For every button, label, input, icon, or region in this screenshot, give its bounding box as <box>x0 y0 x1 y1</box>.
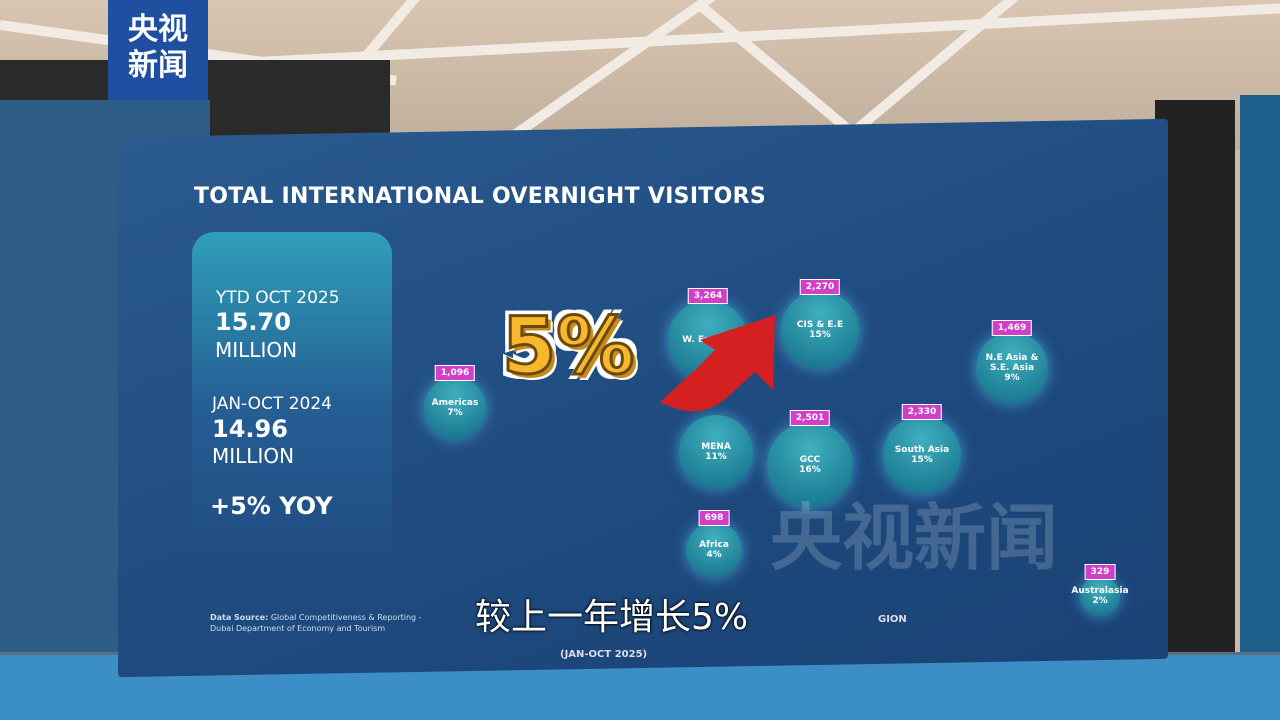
region-value-tag: 3,264 <box>687 288 729 304</box>
region-share: 9% <box>1004 373 1020 383</box>
region-share: 11% <box>705 452 727 462</box>
ytd-value: 15.70 <box>215 308 291 336</box>
caption-right: GION <box>878 614 907 625</box>
watermark: 央视新闻 <box>770 496 1059 580</box>
up-arrow-icon <box>660 315 775 412</box>
region-name: Australasia <box>1071 586 1129 596</box>
prev-unit: MILLION <box>212 444 295 468</box>
region-name: Americas <box>431 398 479 408</box>
region-bubble: Americas 7% <box>424 377 486 439</box>
region-value-tag: 2,270 <box>799 279 841 295</box>
region-value-tag: 2,501 <box>789 410 831 426</box>
slide-title: TOTAL INTERNATIONAL OVERNIGHT VISITORS <box>194 184 767 209</box>
region-name: MENA <box>701 442 731 452</box>
region-name: South Asia <box>894 445 950 455</box>
big-percent-overlay: 5% <box>500 302 635 392</box>
prev-value: 14.96 <box>212 415 288 443</box>
stats-panel <box>192 232 392 572</box>
region-share: 15% <box>911 455 933 465</box>
region-bubble: CIS & E.E 15% <box>781 291 859 369</box>
region-share: 4% <box>706 550 722 560</box>
region-name: N.E Asia & S.E. Asia <box>985 353 1039 373</box>
region-name: Africa <box>699 540 729 550</box>
region-share: 7% <box>447 408 463 418</box>
region-value-tag: 1,469 <box>991 320 1033 336</box>
speaker <box>1155 100 1235 690</box>
ytd-label: YTD OCT 2025 <box>216 288 340 308</box>
region-value-tag: 698 <box>698 510 730 526</box>
caption-left: (JAN-OCT 2025) <box>560 649 648 660</box>
source-text: Global Competitiveness & Reporting - Dub… <box>210 613 422 633</box>
subtitle: 较上一年增长5% <box>475 597 749 638</box>
region-share: 2% <box>1092 596 1108 606</box>
region-name: CIS & E.E <box>796 320 844 330</box>
region-bubble: Australasia 2% <box>1071 576 1129 616</box>
region-name: GCC <box>799 455 821 465</box>
region-value-tag: 2,330 <box>901 404 943 420</box>
region-share: 16% <box>799 465 821 475</box>
region-bubble: GCC 16% <box>767 422 853 508</box>
cctv-news-logo: 央视 新闻 <box>108 0 208 100</box>
ytd-unit: MILLION <box>215 338 298 362</box>
yoy-growth: +5% YOY <box>210 492 333 520</box>
region-value-tag: 1,096 <box>434 365 476 381</box>
region-bubble: South Asia 15% <box>883 416 961 494</box>
region-share: 15% <box>809 330 831 340</box>
prev-label: JAN-OCT 2024 <box>212 394 332 414</box>
data-source: Data Source: Global Competitiveness & Re… <box>210 612 440 634</box>
side-screen-right <box>1240 95 1280 695</box>
region-value-tag: 329 <box>1084 564 1116 580</box>
region-bubble: MENA 11% <box>679 415 753 489</box>
source-label: Data Source: <box>210 613 269 622</box>
region-bubble: N.E Asia & S.E. Asia 9% <box>976 332 1048 404</box>
region-bubble: Africa 4% <box>686 522 742 578</box>
